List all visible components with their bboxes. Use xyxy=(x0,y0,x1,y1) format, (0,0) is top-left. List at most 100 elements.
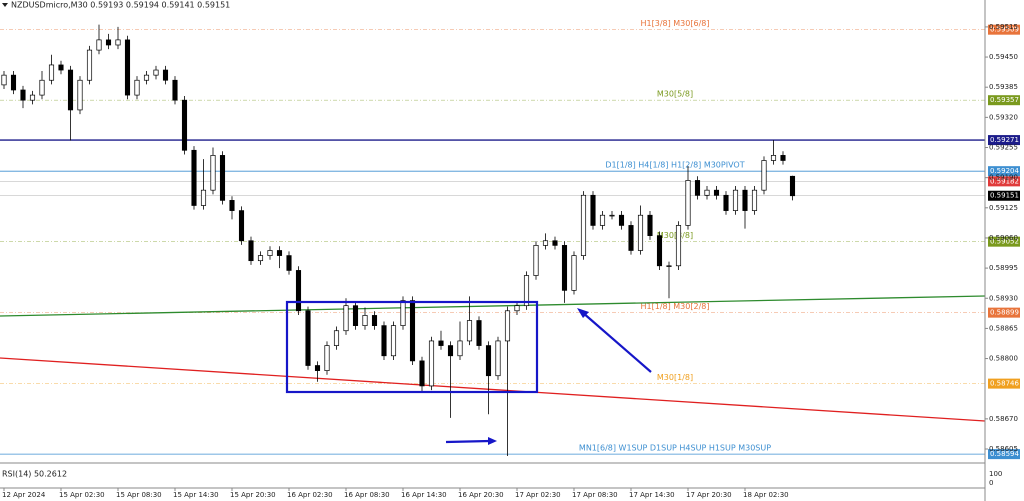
price-tag xyxy=(988,24,1020,35)
green-trendline xyxy=(0,295,986,317)
candle-body xyxy=(485,345,492,377)
level-label: M30[1/8] xyxy=(657,373,693,382)
candle-body xyxy=(780,155,786,161)
level-label: D1[1/8] H4[1/8] H1[2/8] M30PIVOT xyxy=(605,161,744,170)
x-tick-label: 15 Apr 02:30 xyxy=(59,491,105,499)
y-tick-label: 0.59320 xyxy=(989,113,1018,121)
candle-body xyxy=(238,210,245,242)
candle-body xyxy=(580,194,587,256)
y-tick-label: 0.59450 xyxy=(989,53,1018,61)
candle-body xyxy=(476,320,482,346)
candle-body xyxy=(210,155,216,191)
price-tag-label: 0.59204 xyxy=(990,167,1019,175)
price-tag-label: 0.59151 xyxy=(990,192,1019,200)
arrow xyxy=(445,439,491,444)
candle-body xyxy=(514,305,520,312)
price-tag xyxy=(988,378,1020,389)
candle-body xyxy=(29,94,36,101)
y-tick-label: 0.59385 xyxy=(989,83,1018,91)
candle-body xyxy=(172,79,178,101)
y-tick-label: 0.59125 xyxy=(989,204,1018,212)
candle-body xyxy=(96,39,102,51)
candle-body xyxy=(552,240,558,246)
menu-icon[interactable] xyxy=(2,3,8,7)
candle-body xyxy=(295,270,302,312)
candle-body xyxy=(542,240,549,246)
candle-body xyxy=(286,255,292,271)
arrow xyxy=(581,311,652,373)
candle-body xyxy=(105,39,112,46)
candle-body xyxy=(789,175,796,197)
y-tick-label: 0.58930 xyxy=(989,294,1018,302)
candle-body xyxy=(656,235,663,267)
candle-body xyxy=(115,39,121,46)
x-tick-label: 16 Apr 14:30 xyxy=(401,491,447,499)
price-tag-label: 0.59271 xyxy=(990,136,1019,144)
x-tick-label: 17 Apr 20:30 xyxy=(686,491,732,499)
candle-body xyxy=(77,79,83,111)
candle-body xyxy=(10,74,17,91)
level-label: H1[1/8] M30[2/8] xyxy=(641,302,710,311)
rsi-tick: 0 xyxy=(989,479,993,487)
price-tag-label: 0.58594 xyxy=(990,450,1019,458)
candle-body xyxy=(704,189,710,196)
x-tick-label: 17 Apr 14:30 xyxy=(629,491,675,499)
range-box xyxy=(285,300,539,394)
candle-body xyxy=(770,155,777,161)
candle-body xyxy=(533,245,539,276)
y-tick-label: 0.59060 xyxy=(989,234,1018,242)
candle-body xyxy=(381,325,387,357)
candle-body xyxy=(675,225,682,267)
candle-body xyxy=(324,345,330,371)
candle-body xyxy=(219,155,226,201)
y-tick-label: 0.59515 xyxy=(989,23,1018,31)
candle-body xyxy=(609,214,615,217)
candle-body xyxy=(732,189,739,211)
x-tick-label: 15 Apr 20:30 xyxy=(230,491,276,499)
y-tick-label: 0.58800 xyxy=(989,355,1018,363)
level-label: M30[3/8] xyxy=(657,231,693,240)
candle-body xyxy=(162,69,169,81)
candle-body xyxy=(1,74,7,86)
candle-body xyxy=(143,74,150,81)
candle-body xyxy=(761,160,767,191)
candle-body xyxy=(666,265,672,267)
level-label: M30[5/8] xyxy=(657,90,693,99)
candle-body xyxy=(637,214,644,251)
levels: 0.59509 H1[3/8] M30[6/8] 0.59357 M30[5/8] 0.… xyxy=(0,19,1020,460)
price-tag-label: 0.58746 xyxy=(990,380,1019,388)
candle-body xyxy=(618,214,625,226)
price-tag xyxy=(988,176,1020,187)
price-tag xyxy=(988,449,1020,460)
candle-body xyxy=(419,360,425,387)
arrowhead xyxy=(577,308,589,318)
y-tick-label: 0.58605 xyxy=(989,445,1018,453)
red-trendline xyxy=(0,357,986,422)
candle-body xyxy=(751,189,758,211)
candle-body xyxy=(248,240,254,262)
candle-body xyxy=(723,194,729,211)
candle-body xyxy=(333,330,340,346)
price-tag-label: 0.59052 xyxy=(990,238,1019,246)
candle-body xyxy=(694,180,701,196)
candles xyxy=(1,24,796,456)
candle-body xyxy=(276,250,283,256)
candle-body xyxy=(305,310,311,366)
candle-body xyxy=(561,245,568,291)
candle-body xyxy=(124,39,131,96)
candle-body xyxy=(343,305,349,332)
price-tag-label: 0.58899 xyxy=(990,309,1019,317)
candle-body xyxy=(229,200,235,211)
candle-body xyxy=(267,250,273,256)
candle-body xyxy=(713,189,720,196)
candle-body xyxy=(200,189,207,206)
candle-body xyxy=(48,64,55,81)
candle-body xyxy=(742,189,748,211)
level-label: H1[3/8] M30[6/8] xyxy=(641,19,710,28)
candle-body xyxy=(134,79,140,96)
candle-body xyxy=(685,180,691,226)
x-tick-label: 15 Apr 08:30 xyxy=(116,491,162,499)
candle-body xyxy=(86,49,93,81)
candle-body xyxy=(457,340,463,357)
